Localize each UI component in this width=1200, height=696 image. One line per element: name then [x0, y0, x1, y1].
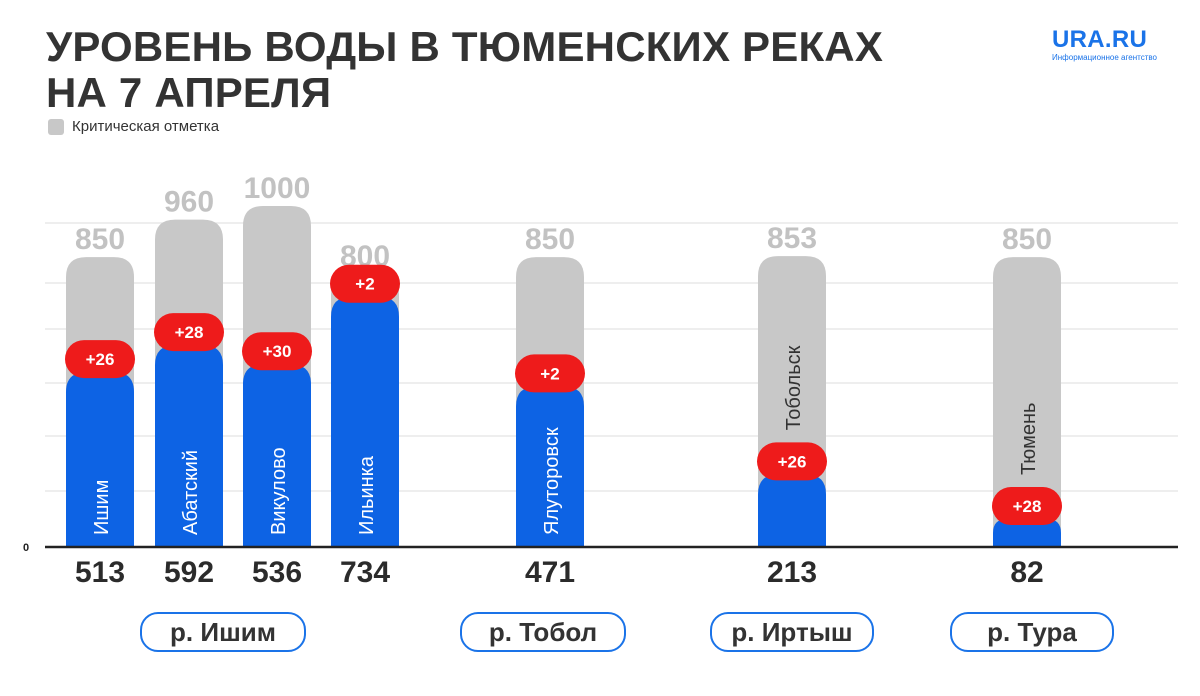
change-badge-3: [242, 332, 312, 371]
critical-value-label: 853: [767, 222, 817, 255]
level-value-label: 734: [340, 556, 390, 589]
change-badge-7: [992, 487, 1062, 526]
level-value-label: 471: [525, 556, 575, 589]
level-bar-7: [993, 519, 1061, 547]
change-badge-1: [65, 340, 135, 379]
change-badge-5: [515, 354, 585, 393]
station-name: Тюмень: [1018, 403, 1040, 475]
y-tick-label: 0: [23, 542, 29, 554]
critical-value-label: 850: [75, 223, 125, 256]
level-bar-4: [331, 296, 399, 547]
station-name: Ишим: [91, 480, 113, 535]
level-bar-3: [243, 364, 311, 547]
critical-value-label: 850: [525, 223, 575, 256]
level-value-label: 213: [767, 556, 817, 589]
station-name: Ильинка: [356, 455, 378, 535]
river-label: р. Иртыш: [710, 612, 874, 652]
critical-value-label: 1000: [244, 172, 311, 205]
critical-bar-7: [993, 257, 1061, 547]
legend-label: Критическая отметка: [72, 118, 220, 135]
level-value-label: 82: [1010, 556, 1043, 589]
level-value-label: 513: [75, 556, 125, 589]
title-line-2: НА 7 АПРЕЛЯ: [46, 69, 332, 116]
river-label: р. Тура: [950, 612, 1114, 652]
critical-value-label: 960: [164, 186, 214, 219]
change-label: +28: [175, 323, 204, 342]
river-label: р. Тобол: [460, 612, 626, 652]
change-label: +28: [1013, 497, 1042, 516]
change-badge-6: [757, 442, 827, 481]
river-label: р. Ишим: [140, 612, 306, 652]
change-badge-4: [330, 264, 400, 303]
level-value-label: 536: [252, 556, 302, 589]
critical-value-label: 850: [1002, 223, 1052, 256]
level-bar-6: [758, 474, 826, 547]
change-label: +30: [263, 342, 292, 361]
station-name: Абатский: [180, 450, 202, 535]
level-value-label: 592: [164, 556, 214, 589]
ura-logo: URA.RU Информационное агентство: [1052, 28, 1172, 63]
change-badge-2: [154, 313, 224, 352]
level-bar-2: [155, 345, 223, 547]
station-name: Ялуторовск: [541, 427, 563, 535]
legend: Критическая отметка: [48, 118, 219, 135]
logo-name: URA.RU: [1052, 26, 1148, 53]
change-label: +2: [540, 364, 559, 383]
change-label: +26: [778, 452, 807, 471]
legend-swatch-critical: [48, 118, 64, 135]
chart-title: УРОВЕНЬ ВОДЫ В ТЮМЕНСКИХ РЕКАХ НА 7 АПРЕ…: [46, 24, 883, 116]
title-line-1: УРОВЕНЬ ВОДЫ В ТЮМЕНСКИХ РЕКАХ: [46, 23, 884, 70]
station-name: Викулово: [268, 447, 290, 535]
station-name: Тобольск: [783, 345, 805, 430]
level-bar-5: [516, 386, 584, 547]
logo-tagline: Информационное агентство: [1052, 53, 1157, 62]
change-label: +2: [355, 275, 374, 294]
change-label: +26: [86, 350, 115, 369]
level-bar-1: [66, 372, 134, 547]
